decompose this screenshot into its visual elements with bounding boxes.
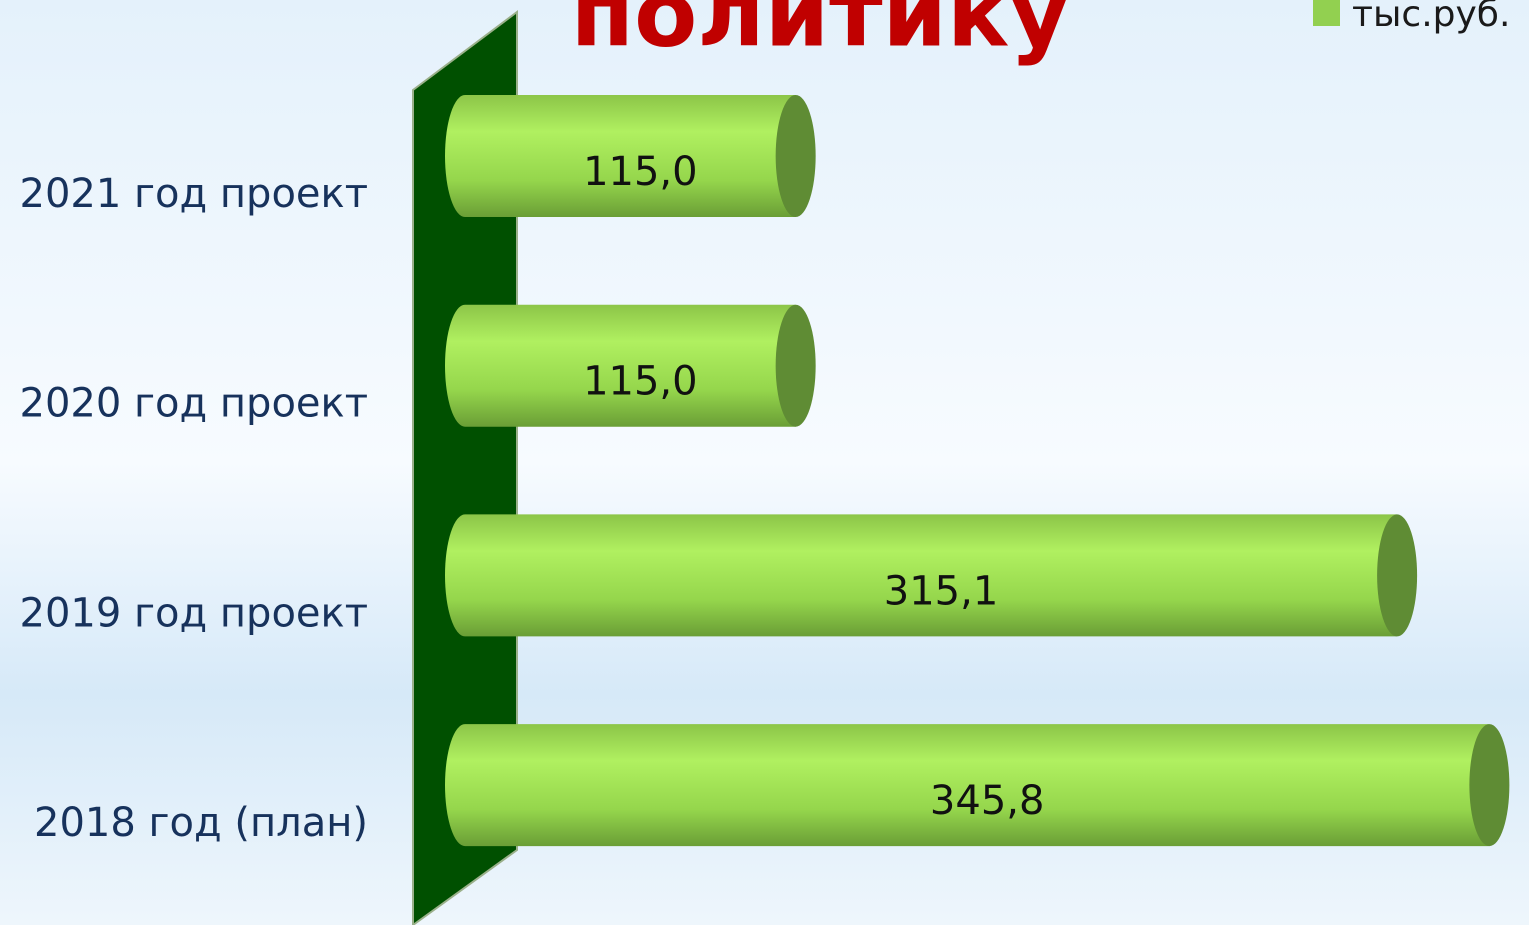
value-label: 315,1 (884, 568, 999, 614)
chart-title: политику (571, 0, 1070, 67)
bar-cap (775, 95, 816, 217)
bar-body (445, 514, 1398, 637)
legend-swatch (1313, 0, 1340, 26)
bar (445, 304, 816, 427)
bar-body (445, 724, 1490, 847)
value-label: 115,0 (583, 359, 698, 405)
axis-wall (412, 10, 518, 925)
category-label: 2019 год проект (20, 590, 368, 636)
bar-body (445, 304, 796, 427)
bar-cap (775, 304, 816, 427)
bar-cap (1377, 514, 1418, 637)
bar-cap (1469, 724, 1510, 847)
bar (445, 95, 816, 217)
bar (445, 724, 1510, 847)
bar (445, 514, 1418, 637)
category-label: 2020 год проект (20, 381, 368, 427)
bar-body (445, 95, 796, 217)
category-label: 2018 год (план) (34, 800, 368, 846)
category-label: 2021 год проект (20, 171, 368, 217)
value-label: 345,8 (930, 778, 1045, 824)
legend-label: тыс.руб. (1352, 0, 1510, 35)
value-label: 115,0 (583, 149, 698, 195)
